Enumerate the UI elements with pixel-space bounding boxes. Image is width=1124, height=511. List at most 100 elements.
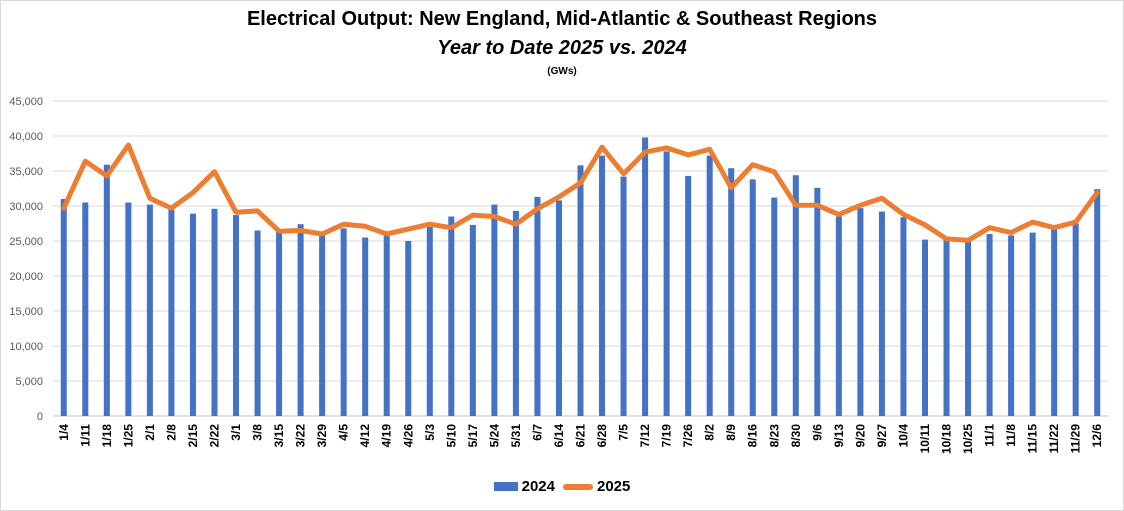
bar-2024 [82, 202, 89, 416]
x-tick-label: 11/29 [1069, 424, 1083, 454]
x-tick-label: 2/15 [186, 424, 200, 448]
bar-2024 [986, 234, 993, 416]
bar-2024 [835, 216, 842, 416]
x-tick-label: 2/8 [164, 424, 178, 441]
x-tick-label: 3/8 [251, 424, 265, 441]
x-tick-label: 9/6 [810, 424, 824, 441]
x-tick-label: 2/22 [207, 424, 221, 448]
x-tick-label: 10/4 [896, 424, 910, 448]
x-axis-ticks: 1/4 1/11 1/18 1/25 2/1 2/8 2/15 2/22 3/1 3/8 3/15 3… [57, 424, 1104, 454]
x-tick-label: 4/19 [380, 424, 394, 448]
bar-2024 [965, 241, 972, 416]
bar-series-2024 [60, 137, 1101, 416]
x-tick-label: 11/1 [983, 424, 997, 447]
x-tick-label: 11/22 [1047, 424, 1061, 454]
x-tick-label: 4/12 [358, 424, 372, 448]
x-tick-label: 12/6 [1090, 424, 1104, 448]
x-tick-label: 8/2 [703, 424, 717, 441]
bar-2024 [878, 211, 885, 416]
bar-2024 [60, 199, 67, 416]
bar-2024 [771, 197, 778, 416]
bar-2024 [534, 196, 541, 416]
bar-2024 [1051, 229, 1058, 416]
x-tick-label: 11/8 [1004, 424, 1018, 447]
x-tick-label: 9/13 [832, 424, 846, 448]
bar-2024 [297, 224, 304, 416]
bar-2024 [1072, 223, 1079, 416]
x-tick-label: 10/11 [918, 424, 932, 454]
x-tick-label: 1/11 [78, 424, 92, 447]
bar-2024 [921, 239, 929, 416]
y-tick-label: 20,000 [9, 271, 43, 283]
bar-2024 [362, 237, 369, 416]
chart-legend: 2024 2025 [0, 478, 1124, 495]
y-tick-label: 35,000 [9, 166, 43, 178]
bar-2024 [857, 208, 864, 416]
x-tick-label: 5/24 [487, 424, 501, 448]
x-tick-label: 5/10 [444, 424, 458, 448]
x-tick-label: 6/21 [574, 424, 588, 448]
bar-2024 [491, 204, 498, 416]
x-tick-label: 1/25 [121, 424, 135, 448]
x-tick-label: 10/18 [940, 424, 954, 454]
x-tick-label: 9/20 [853, 424, 867, 448]
chart-subtitle: Year to Date 2025 vs. 2024 [437, 37, 687, 59]
bar-2024 [706, 155, 713, 416]
x-tick-label: 3/22 [294, 424, 308, 448]
bar-2024 [577, 165, 584, 416]
y-tick-label: 45,000 [9, 96, 43, 108]
bar-2024 [211, 208, 218, 416]
x-tick-label: 4/5 [337, 424, 351, 441]
bar-2024 [663, 151, 670, 416]
bar-2024 [232, 215, 240, 416]
x-tick-label: 8/23 [767, 424, 781, 448]
bar-2024 [620, 176, 627, 416]
x-tick-label: 2/1 [143, 424, 157, 441]
line-series-2025 [61, 142, 1100, 243]
chart-unit-label: (GWs) [547, 66, 577, 77]
bar-2024 [512, 210, 519, 416]
chart-title: Electrical Output: New England, Mid-Atla… [246, 8, 878, 30]
bar-2024 [103, 164, 110, 416]
y-tick-label: 25,000 [9, 236, 43, 248]
y-tick-label: 5,000 [15, 376, 43, 388]
legend-item-2024: 2024 [493, 478, 555, 495]
y-tick-label: 0 [37, 411, 43, 423]
bar-2024 [146, 204, 153, 416]
bar-2024 [792, 175, 799, 416]
x-tick-label: 7/5 [617, 424, 631, 441]
bar-2024 [168, 209, 175, 416]
x-tick-label: 6/14 [552, 424, 566, 448]
x-tick-label: 7/12 [638, 424, 652, 448]
y-axis-ticks: 0 5,000 10,000 15,000 20,000 25,000 30,000 35,0… [9, 96, 43, 423]
x-tick-label: 1/18 [100, 424, 114, 448]
bar-2024 [276, 231, 283, 416]
bar-2024 [900, 217, 907, 416]
bar-2024 [189, 213, 196, 416]
x-tick-label: 7/26 [681, 424, 695, 448]
legend-label-2025: 2025 [597, 478, 631, 495]
x-tick-label: 5/31 [509, 424, 523, 448]
bar-2024 [448, 216, 455, 416]
bar-2024 [685, 175, 692, 416]
bar-2024 [599, 155, 606, 416]
bar-2024 [1029, 232, 1036, 416]
y-tick-label: 10,000 [9, 341, 43, 353]
legend-swatch-line [563, 483, 593, 490]
bar-2024 [125, 202, 132, 416]
x-tick-label: 4/26 [401, 424, 415, 448]
x-tick-label: 3/1 [229, 424, 243, 441]
bar-2024 [749, 179, 756, 416]
bar-2024 [254, 230, 261, 416]
x-tick-label: 6/28 [595, 424, 609, 448]
bar-2024 [1094, 189, 1101, 416]
legend-swatch-bar [493, 482, 518, 491]
x-tick-label: 11/15 [1026, 424, 1040, 454]
bar-2024 [340, 228, 347, 416]
y-tick-label: 15,000 [9, 306, 43, 318]
legend-item-2025: 2025 [563, 478, 630, 495]
bar-2024 [555, 200, 562, 416]
bar-2024 [814, 187, 821, 416]
bar-2024 [728, 168, 735, 416]
